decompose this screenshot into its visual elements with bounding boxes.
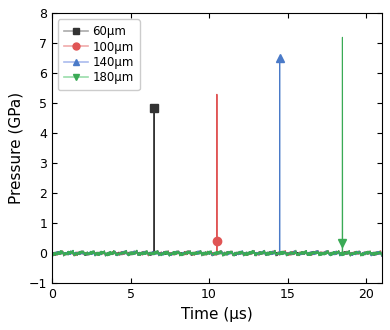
Legend: 60μm, 100μm, 140μm, 180μm: 60μm, 100μm, 140μm, 180μm [58, 19, 140, 90]
Y-axis label: Pressure (GPa): Pressure (GPa) [8, 92, 23, 204]
X-axis label: Time (μs): Time (μs) [181, 307, 253, 322]
